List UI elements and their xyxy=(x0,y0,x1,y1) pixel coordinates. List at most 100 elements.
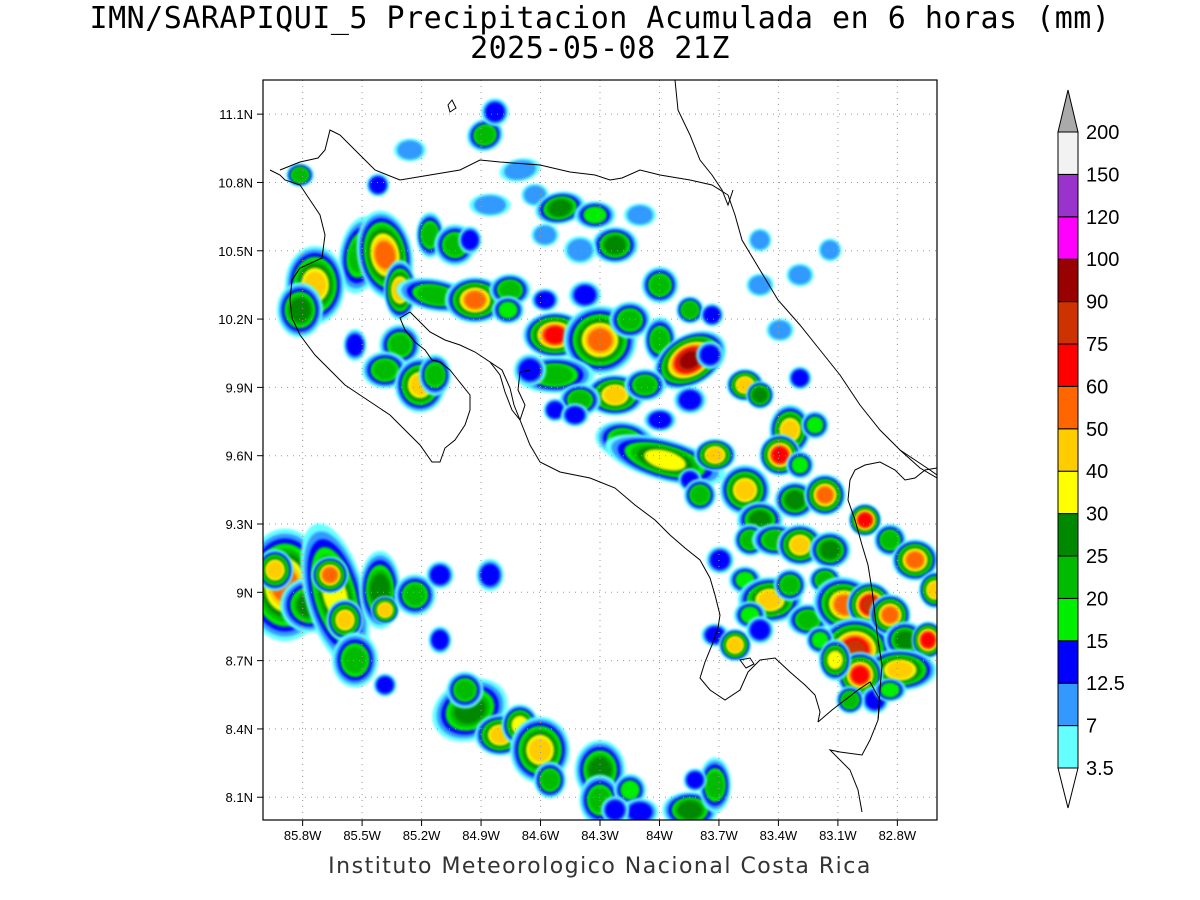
precip-contour xyxy=(421,223,439,247)
precip-contour xyxy=(811,631,829,649)
precip-contour xyxy=(677,800,703,820)
precip-cell xyxy=(818,238,842,262)
colorbar-swatch xyxy=(1057,725,1079,769)
precip-contour xyxy=(820,540,840,560)
precip-contour xyxy=(785,490,805,510)
colorbar-swatch xyxy=(1057,470,1079,515)
precip-contour xyxy=(650,275,670,295)
panama-border-south xyxy=(847,479,883,721)
precip-contour xyxy=(791,369,809,387)
precip-cell xyxy=(601,796,629,820)
precip-contour xyxy=(650,328,670,352)
precip-cell xyxy=(476,558,504,592)
precip-cell xyxy=(918,571,937,609)
lon-tick-label: 85.2W xyxy=(403,828,441,843)
precip-contour xyxy=(605,800,625,820)
precip-cell xyxy=(873,678,907,702)
precip-cell xyxy=(801,411,829,439)
precip-cell xyxy=(623,203,657,227)
precip-contour xyxy=(404,584,426,606)
precip-contour xyxy=(851,666,869,684)
precip-cell xyxy=(788,366,812,390)
colorbar-label: 50 xyxy=(1086,419,1108,441)
precip-cell xyxy=(491,296,525,324)
colorbar-swatch xyxy=(1057,343,1079,387)
precip-contour xyxy=(417,285,453,305)
precip-contour xyxy=(748,275,772,295)
precip-cell xyxy=(394,574,436,616)
precip-cell xyxy=(311,556,349,594)
colorbar-swatch xyxy=(1057,258,1079,303)
precip-cell xyxy=(718,628,752,662)
colorbar-top-arrow xyxy=(1057,89,1079,133)
precip-cell xyxy=(848,503,882,537)
precip-cell xyxy=(543,398,567,422)
precip-contour xyxy=(346,334,364,356)
lat-tick-label: 10.2N xyxy=(218,312,253,327)
precip-contour xyxy=(781,419,799,441)
precip-cell xyxy=(786,263,814,287)
precip-cell xyxy=(653,330,727,390)
precip-contour xyxy=(499,280,521,300)
precip-cell xyxy=(428,626,452,654)
precip-contour xyxy=(336,611,354,629)
precip-contour xyxy=(425,364,445,386)
lat-tick-label: 9.3N xyxy=(226,517,253,532)
precip-contour xyxy=(461,230,479,250)
precipitation-field xyxy=(263,98,937,820)
precip-cell xyxy=(466,118,504,152)
nicaragua-caribbean-coast xyxy=(674,80,734,207)
precip-cell xyxy=(326,599,364,641)
precip-contour xyxy=(546,401,564,419)
precip-contour xyxy=(377,602,393,618)
precip-contour xyxy=(920,632,936,648)
precip-contour xyxy=(540,770,560,790)
precip-contour xyxy=(780,575,800,595)
lon-tick-label: 84.3W xyxy=(581,828,619,843)
lat-tick-label: 8.4N xyxy=(226,722,253,737)
precip-contour xyxy=(464,291,486,309)
precip-contour xyxy=(455,680,475,700)
precip-contour xyxy=(565,406,585,424)
precip-contour xyxy=(480,564,500,586)
precip-cell xyxy=(366,173,390,197)
precip-cell xyxy=(592,226,638,264)
precip-contour xyxy=(827,650,843,670)
precip-contour xyxy=(734,479,756,501)
colorbar-swatch xyxy=(1057,216,1079,260)
precip-contour xyxy=(544,326,566,344)
precip-cell xyxy=(706,546,734,574)
precip-cell xyxy=(892,539,937,581)
precip-cell xyxy=(277,282,323,338)
lat-tick-label: 10.8N xyxy=(218,175,253,190)
precip-contour xyxy=(634,375,656,395)
precip-cell xyxy=(458,226,482,254)
precip-cell xyxy=(568,281,602,309)
precip-contour xyxy=(750,230,770,250)
precip-contour xyxy=(397,140,423,160)
footer-credit: Instituto Meteorologico Nacional Costa R… xyxy=(328,854,872,879)
colorbar-swatch xyxy=(1057,131,1079,175)
precip-cell xyxy=(643,408,677,432)
precip-cell xyxy=(469,193,511,217)
lon-tick-label: 83.1W xyxy=(819,828,857,843)
precip-contour xyxy=(880,530,900,550)
precip-cell xyxy=(446,671,484,709)
lon-tick-label: 82.8W xyxy=(879,828,917,843)
nicaragua-costa-rica-border xyxy=(279,129,729,196)
precip-contour xyxy=(373,360,397,380)
colorbar-swatch xyxy=(1057,513,1079,557)
lon-tick-label: 84.9W xyxy=(462,828,500,843)
precip-contour xyxy=(886,661,914,679)
precip-contour xyxy=(431,630,449,650)
precip-contour xyxy=(703,306,721,324)
precip-contour xyxy=(768,320,792,340)
lon-tick-label: 85.5W xyxy=(343,828,381,843)
precip-contour xyxy=(535,291,555,309)
lon-tick-label: 85.8W xyxy=(284,828,322,843)
precip-cell xyxy=(481,98,509,126)
precip-cell xyxy=(563,236,597,264)
colorbar-swatch xyxy=(1057,173,1079,218)
precip-cell xyxy=(362,351,408,389)
